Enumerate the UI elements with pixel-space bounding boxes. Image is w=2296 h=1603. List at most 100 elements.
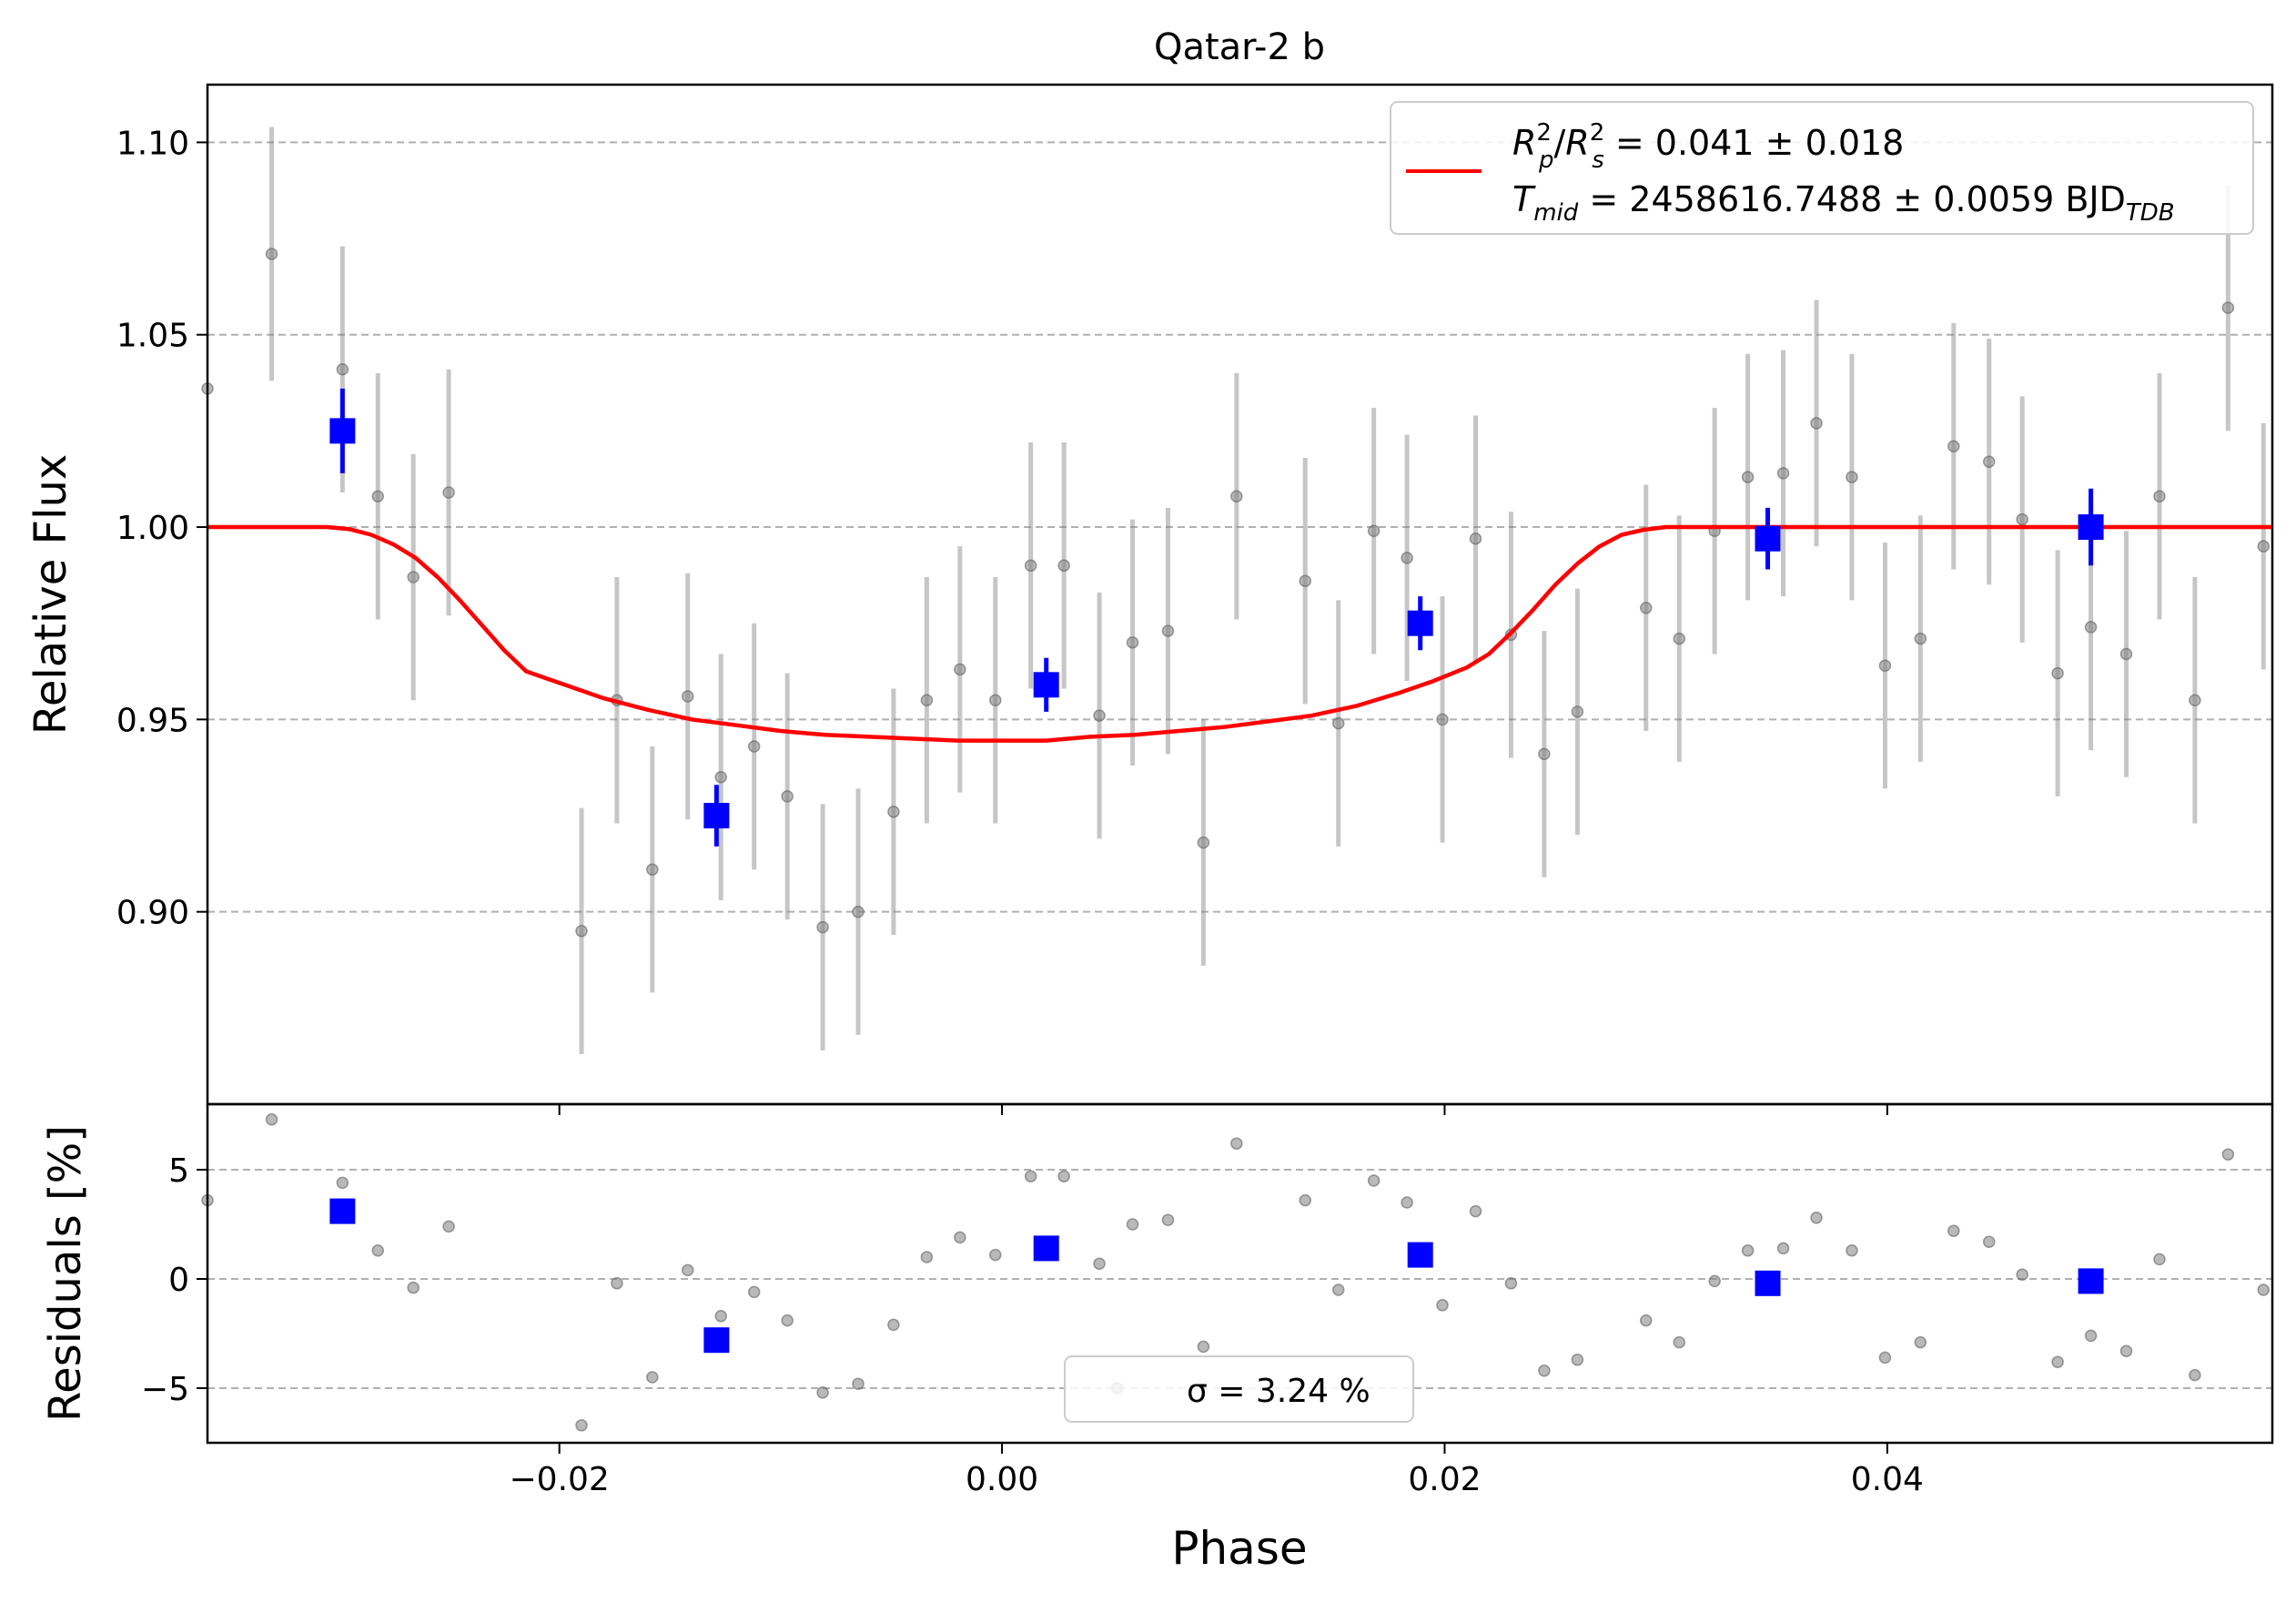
residual-point [816,1386,829,1399]
y-axis-label-flux: Relative Flux [25,454,76,736]
data-point [575,925,588,938]
binned-point [1033,672,1059,698]
binned-residual-point [1407,1242,1433,1268]
light-curve-panel: 0.90 0.95 1.00 1.05 1.10 Qatar-2 b Relative … [25,26,2274,1106]
residual-point [1367,1174,1381,1187]
data-point [989,694,1002,706]
data-point [2119,647,2133,661]
data-point [1810,417,1823,430]
residual-point [1571,1354,1584,1366]
residual-point [1469,1204,1482,1218]
x-tick-label: 0.02 [1408,1461,1481,1498]
legend-line-tmid: Tmid = 2458616.7488 ± 0.0059 BJDTDB [1512,179,2175,227]
top-y-ticks: 0.90 0.95 1.00 1.05 1.10 [116,125,207,932]
residual-point [1401,1196,1413,1209]
data-point [1299,574,1311,587]
data-point [1673,632,1685,645]
binned-point [1755,525,1781,552]
data-point [2153,490,2166,502]
data-point [1230,490,1243,502]
residual-point [442,1220,455,1233]
data-point [407,571,420,583]
residual-point [1538,1365,1551,1377]
residual-point [1810,1212,1823,1224]
legend-t-symbol: T [1512,179,1536,219]
binned-point [2078,514,2104,541]
legend-rs-symbol: R [1565,123,1589,163]
residual-point [1673,1335,1685,1349]
x-tick-label: 0.04 [1851,1461,1924,1498]
x-tick-label: −0.02 [510,1461,610,1498]
data-point [2016,512,2028,526]
data-point [747,740,761,753]
top-binned-points [329,388,2104,847]
transit-model [207,524,2272,743]
bottom-legend: σ = 3.24 % [1064,1355,1414,1423]
data-point [1126,636,1139,649]
data-point [1776,467,1790,480]
residual-point [1230,1137,1243,1150]
residual-point [1331,1283,1345,1296]
data-point [442,486,455,499]
data-point [1469,532,1482,545]
legend-rp-symbol: R [1512,123,1536,163]
legend-t-subscript: mid [1533,199,1579,227]
chart-title: Qatar-2 b [1154,26,1325,68]
data-point [1741,471,1755,483]
top-y-tick-label: 1.00 [116,510,189,547]
residual-point [611,1277,623,1290]
residual-point [646,1371,659,1384]
residual-point [1947,1224,1960,1237]
top-y-tick-label: 1.10 [116,125,189,162]
data-point [646,863,659,876]
data-point [1197,836,1210,849]
x-tick-label: 0.00 [966,1461,1038,1498]
residual-point [954,1231,966,1244]
residual-point [1126,1218,1139,1231]
data-point [954,663,966,676]
residual-point [2221,1148,2235,1161]
residual-point [2153,1253,2166,1266]
data-point [1878,659,1892,672]
legend-line-depth: R2 p/R2 s = 0.041 ± 0.018 [1512,119,1904,174]
binned-residual-point [2078,1268,2104,1294]
data-point [1057,559,1070,573]
residual-point [1846,1244,1858,1257]
data-point [371,490,385,502]
residual-point [781,1314,794,1327]
data-point [1538,747,1551,761]
residual-point [1640,1314,1653,1327]
data-point [2189,694,2201,706]
residual-point [2119,1344,2133,1357]
bottom-y-tick-label: −5 [141,1371,189,1408]
residual-point [887,1318,900,1332]
residual-point [1436,1299,1449,1312]
residual-point [1878,1351,1892,1365]
residuals-panel: −5 0 5 −0.02 0.00 0.02 0.04 Residuals [%] Pha… [40,1102,2274,1575]
data-point [1640,602,1653,614]
data-point [1093,709,1106,722]
data-point [852,905,865,918]
data-point [2221,301,2235,314]
x-ticks: −0.02 0.00 0.02 0.04 [510,1104,1924,1498]
residual-point [265,1113,278,1126]
legend-depth-value: = 0.041 ± 0.018 [1604,123,1905,163]
residual-point [1708,1274,1721,1288]
data-point [2051,666,2064,680]
data-point [2084,621,2098,634]
residual-point [1299,1193,1311,1207]
data-point [2257,540,2271,553]
bottom-y-tick-label: 0 [168,1262,189,1299]
data-point [887,806,900,818]
bottom-legend-box [1064,1355,1414,1423]
bottom-y-ticks: −5 0 5 [141,1152,207,1408]
bottom-binned-points [329,1198,2104,1354]
residual-point [1093,1257,1106,1270]
residual-point [1982,1235,1996,1248]
data-point [1024,559,1037,573]
data-point [816,920,829,934]
residual-point [575,1419,588,1432]
residual-point [371,1244,385,1257]
data-point [1846,471,1858,483]
top-legend-box [1390,101,2254,235]
